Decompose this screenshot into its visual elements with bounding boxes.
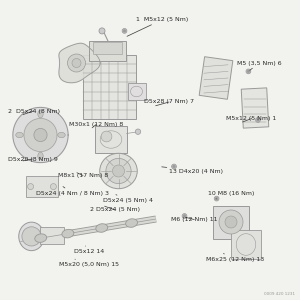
Text: M5x12 (5 Nm) 1: M5x12 (5 Nm) 1 <box>226 116 277 122</box>
Bar <box>199 57 233 99</box>
Circle shape <box>68 54 85 72</box>
Bar <box>95 126 127 153</box>
Text: D5x28 (7 Nm) 7: D5x28 (7 Nm) 7 <box>144 100 194 106</box>
Circle shape <box>123 30 126 32</box>
Circle shape <box>219 210 243 234</box>
Text: D5x24 (4 Nm / 8 Nm) 3: D5x24 (4 Nm / 8 Nm) 3 <box>36 187 109 196</box>
Text: M6 (12 Nm) 11: M6 (12 Nm) 11 <box>171 217 217 222</box>
Text: D5x20 (8 Nm) 9: D5x20 (8 Nm) 9 <box>8 157 57 161</box>
Ellipse shape <box>100 153 137 189</box>
Text: M6x25 (12 Nm) 13: M6x25 (12 Nm) 13 <box>206 254 264 262</box>
Circle shape <box>183 215 186 217</box>
Circle shape <box>34 128 47 142</box>
Circle shape <box>72 58 81 68</box>
Bar <box>128 83 146 100</box>
Text: M5 (3,5 Nm) 6: M5 (3,5 Nm) 6 <box>237 61 282 70</box>
Ellipse shape <box>38 110 43 118</box>
Circle shape <box>225 216 237 228</box>
Text: 2 D5x24 (5 Nm): 2 D5x24 (5 Nm) <box>90 206 140 212</box>
Circle shape <box>106 158 131 184</box>
Polygon shape <box>59 43 100 83</box>
Bar <box>26 176 58 197</box>
Circle shape <box>22 227 41 246</box>
Circle shape <box>50 184 56 190</box>
Circle shape <box>112 165 124 177</box>
Circle shape <box>101 131 112 142</box>
Text: 10 M8 (16 Nm): 10 M8 (16 Nm) <box>208 191 255 199</box>
Polygon shape <box>13 107 68 163</box>
Text: D5x24 (5 Nm) 4: D5x24 (5 Nm) 4 <box>103 195 154 203</box>
Ellipse shape <box>16 132 23 138</box>
Circle shape <box>182 214 187 218</box>
Ellipse shape <box>19 222 44 251</box>
Text: M5x20 (5,0 Nm) 15: M5x20 (5,0 Nm) 15 <box>59 259 119 267</box>
Text: M30x1 (12 Nm) 8: M30x1 (12 Nm) 8 <box>69 122 123 128</box>
Text: 0009 420 1231: 0009 420 1231 <box>265 292 296 296</box>
Bar <box>213 206 249 239</box>
Text: D5x12 14: D5x12 14 <box>74 246 105 254</box>
Circle shape <box>99 28 105 34</box>
Ellipse shape <box>35 234 47 242</box>
Text: 13 D4x20 (4 Nm): 13 D4x20 (4 Nm) <box>162 167 224 173</box>
Circle shape <box>246 69 251 74</box>
Ellipse shape <box>96 224 108 232</box>
Ellipse shape <box>62 230 74 238</box>
Circle shape <box>214 196 219 201</box>
Circle shape <box>135 129 141 134</box>
Circle shape <box>122 28 127 33</box>
Circle shape <box>247 70 250 73</box>
Circle shape <box>257 119 259 121</box>
Text: M8x1 (17 Nm) 8: M8x1 (17 Nm) 8 <box>58 173 108 178</box>
Circle shape <box>173 165 175 168</box>
Bar <box>83 55 136 119</box>
Bar <box>89 41 126 61</box>
Ellipse shape <box>58 132 65 138</box>
Bar <box>231 230 261 259</box>
Bar <box>40 227 64 244</box>
Circle shape <box>256 118 260 122</box>
Circle shape <box>215 197 218 200</box>
Bar <box>241 88 269 128</box>
Ellipse shape <box>126 219 137 227</box>
Bar <box>93 42 122 54</box>
Circle shape <box>172 164 176 169</box>
Text: 1  M5x12 (5 Nm): 1 M5x12 (5 Nm) <box>127 17 189 36</box>
Text: 2  D5x24 (8 Nm): 2 D5x24 (8 Nm) <box>8 109 59 115</box>
Polygon shape <box>24 118 57 152</box>
Ellipse shape <box>38 152 43 160</box>
Circle shape <box>28 184 34 190</box>
